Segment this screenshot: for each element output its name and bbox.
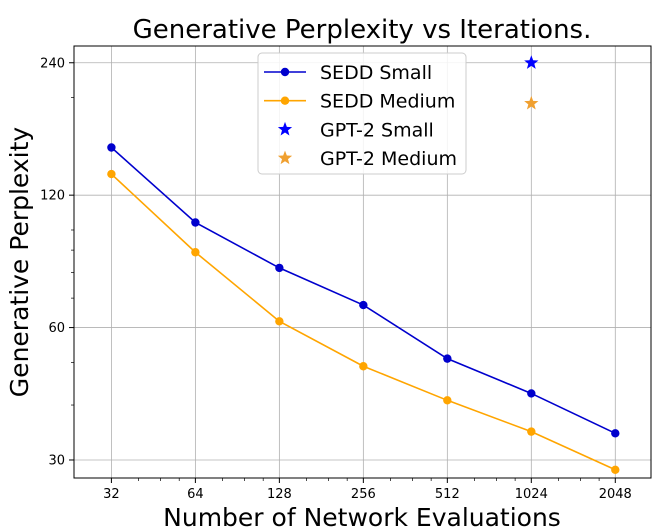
legend-label-gpt-2-small: GPT-2 Small [320,119,434,141]
chart-title: Generative Perplexity vs Iterations. [133,15,592,45]
legend-marker-sedd-small [280,67,290,77]
x-tick-label: 32 [103,487,120,502]
x-tick-label: 128 [267,487,292,502]
x-tick-label: 512 [435,487,460,502]
data-point-sedd-medium [359,362,368,371]
x-axis-label: Number of Network Evaluations [163,503,561,531]
data-point-gpt-2-small [524,55,539,69]
y-tick-label: 240 [40,56,65,71]
data-point-sedd-small [611,429,620,438]
data-point-sedd-medium [275,317,284,326]
data-point-sedd-medium [191,248,200,257]
data-point-sedd-small [191,218,200,227]
data-point-sedd-small [359,300,368,310]
data-point-sedd-small [107,143,116,152]
legend-label-sedd-medium: SEDD Medium [320,91,455,113]
legend-label-gpt-2-medium: GPT-2 Medium [320,148,457,170]
legend: SEDD Small SEDD Medium GPT-2 Small GPT-2 Me… [257,52,467,175]
legend-box [257,52,467,175]
y-tick-label: 30 [48,453,65,468]
plot-area-frame [73,45,652,479]
legend-marker-sedd-medium [280,96,290,105]
data-point-sedd-small [275,263,284,273]
x-tick-label: 256 [351,487,376,502]
legend-marker-gpt-2-small [277,121,293,136]
legend-label-sedd-small: SEDD Small [320,62,432,84]
data-point-sedd-medium [107,169,116,179]
axis-ticks: 32 64 128 256 512 1024 2048 30 60 120 240 [40,56,632,502]
data-point-sedd-medium [611,465,620,474]
x-tick-label: 2048 [599,487,632,502]
data-point-sedd-small [443,354,452,363]
x-tick-label: 1024 [515,487,548,502]
x-tick-label: 64 [187,487,204,502]
data-point-sedd-medium [527,427,536,436]
y-axis-label: Generative Perplexity [5,127,34,398]
y-tick-label: 120 [40,189,65,204]
data-point-sedd-medium [443,396,452,405]
legend-marker-gpt-2-medium [277,150,293,165]
data-series [107,55,620,474]
data-point-gpt-2-medium [524,95,539,110]
data-point-sedd-small [527,389,536,398]
y-tick-label: 60 [48,321,65,336]
